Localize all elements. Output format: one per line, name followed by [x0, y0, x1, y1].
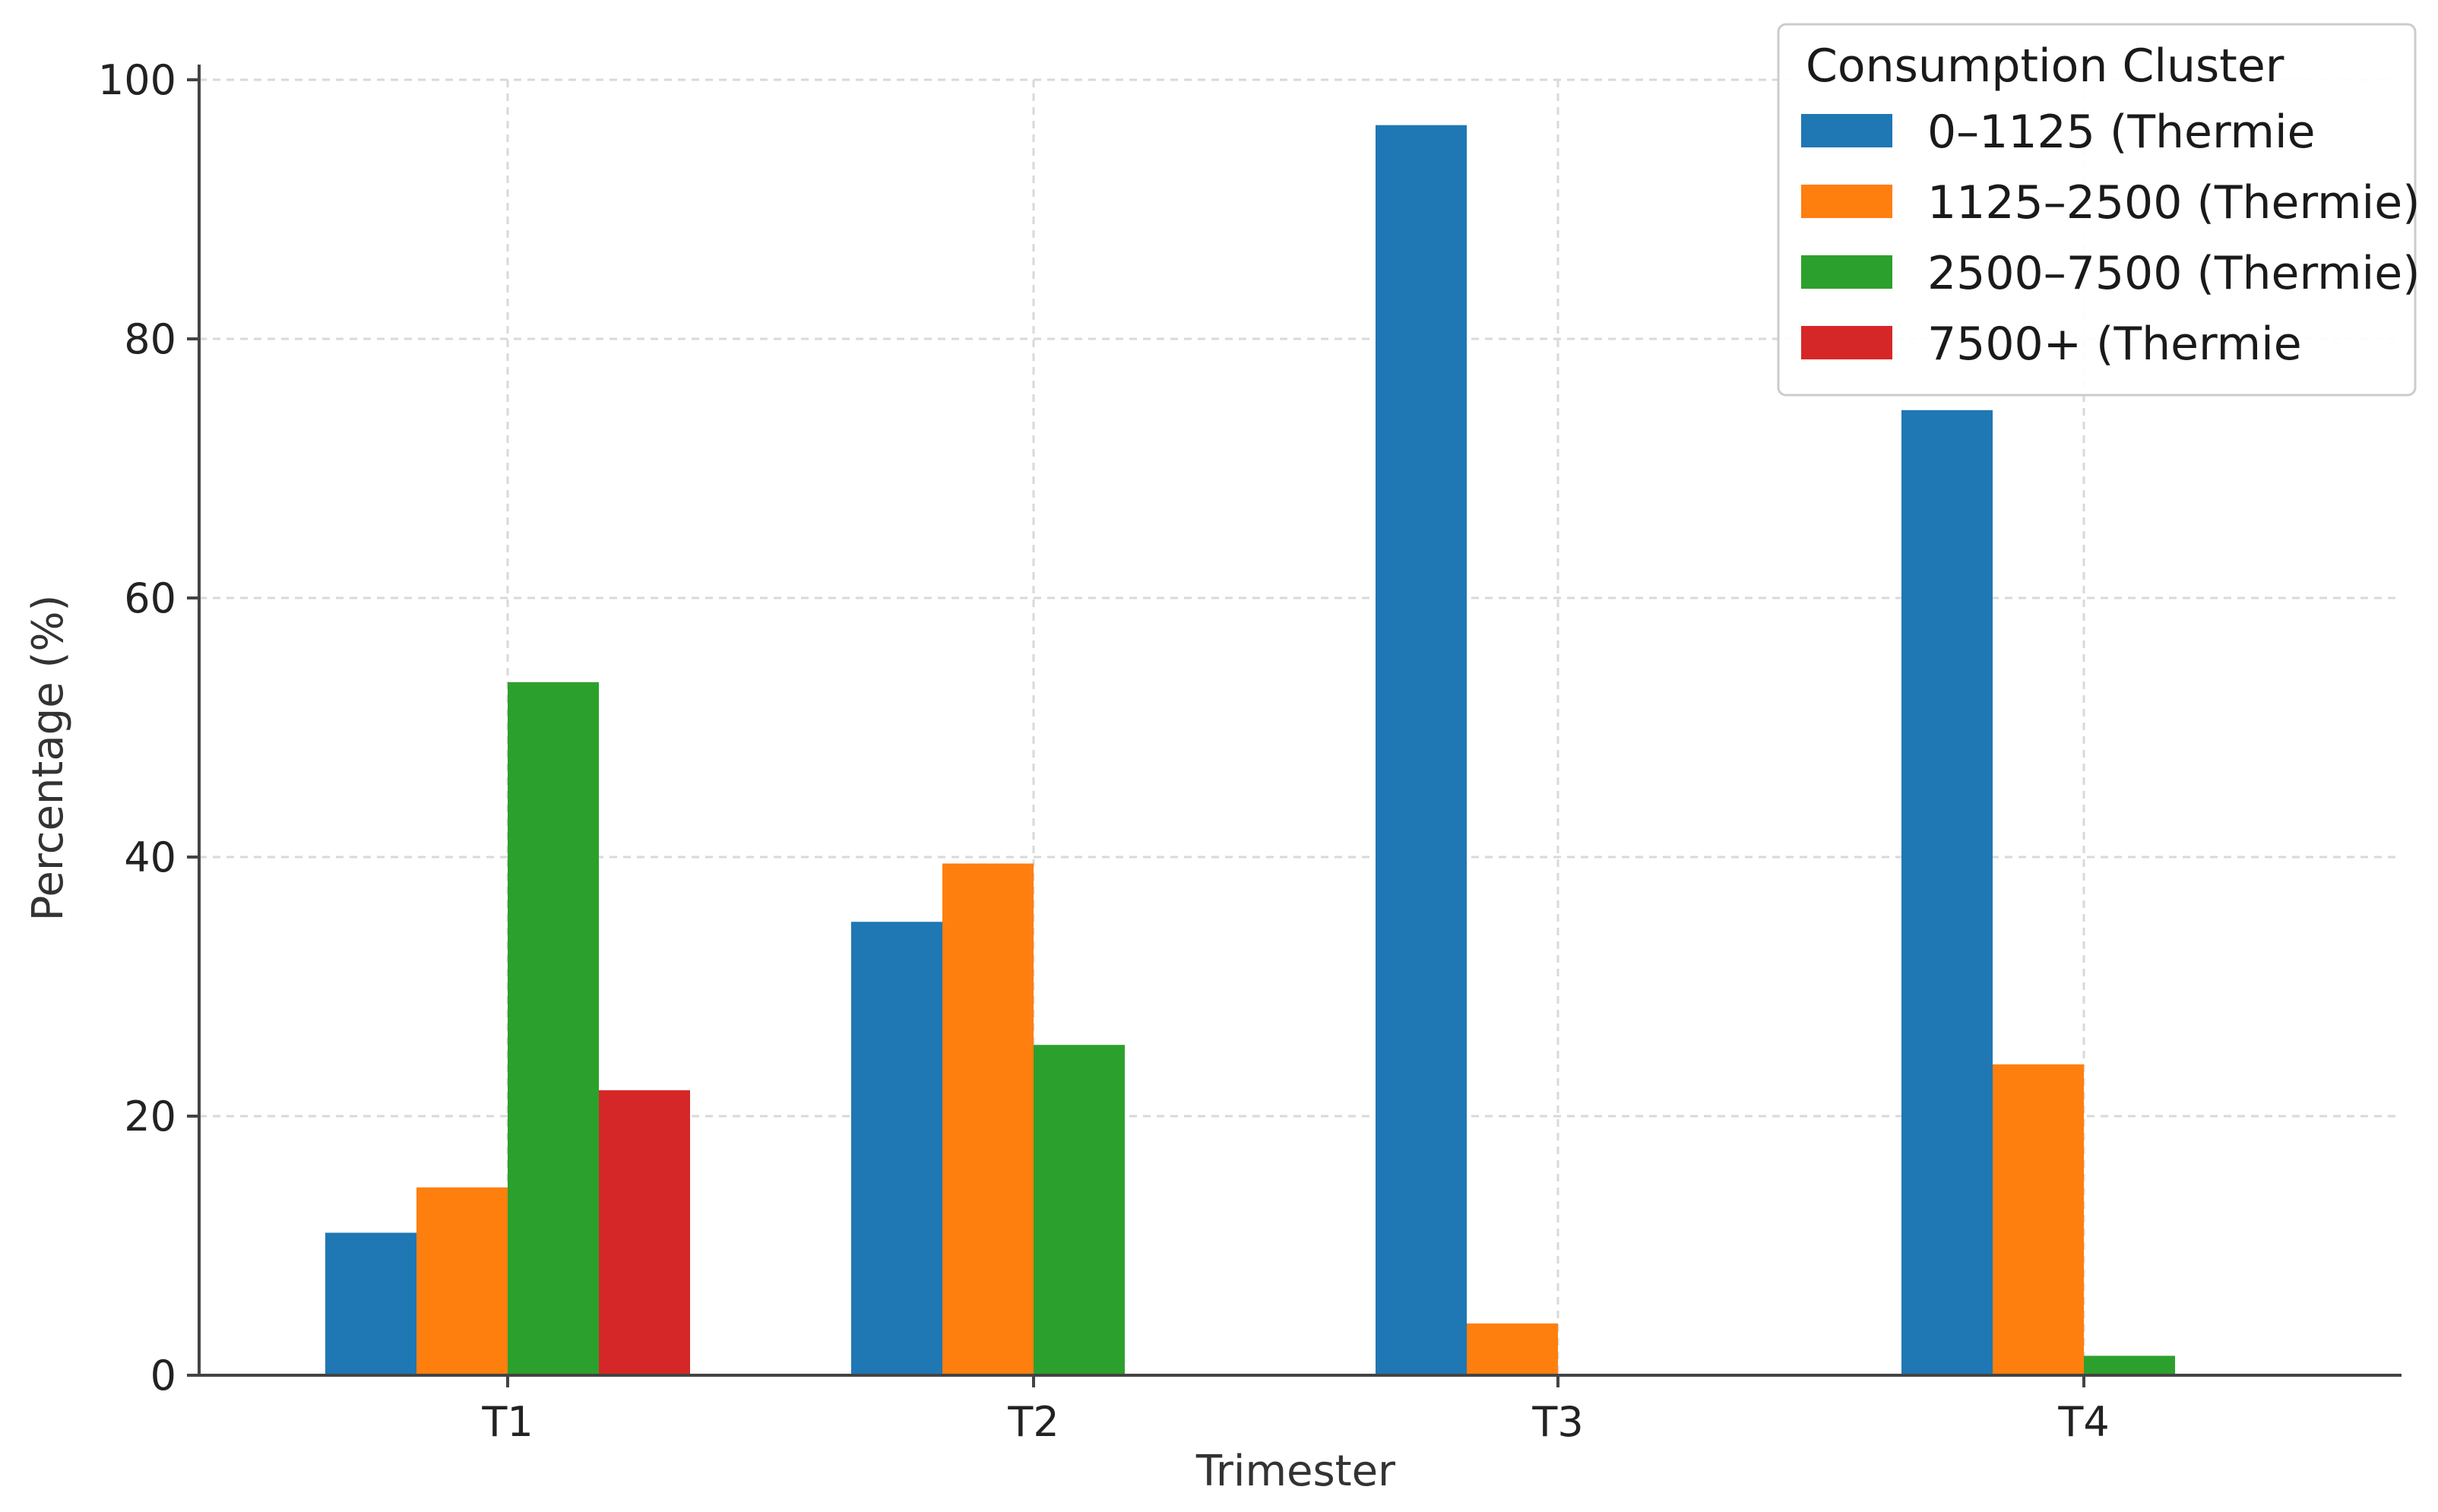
legend-label: 7500+ (Thermie: [1927, 318, 2302, 371]
bar: [508, 682, 599, 1375]
axes: 0 20 40 60 80 100 T1 T2 T3 T4: [98, 56, 2402, 1446]
legend-label: 2500–7500 (Thermie): [1927, 247, 2421, 300]
x-tick-label: T4: [2057, 1398, 2109, 1446]
legend-box: [1777, 23, 2417, 397]
y-tick-label: 80: [124, 315, 176, 363]
bar: [851, 922, 942, 1375]
x-tick-label: T3: [1531, 1398, 1583, 1446]
x-tick-label: T2: [1007, 1398, 1059, 1446]
legend-label: 0–1125 (Thermie: [1927, 106, 2316, 159]
legend-label: 1125–2500 (Thermie): [1927, 176, 2421, 229]
x-tick-label: T1: [481, 1398, 533, 1446]
y-axis-label: Percentage (%): [24, 595, 73, 922]
y-tick-label: 40: [124, 833, 176, 881]
bar: [416, 1187, 508, 1375]
bar: [1376, 125, 1467, 1375]
bar: [2084, 1355, 2175, 1375]
bar: [1901, 410, 1993, 1375]
y-tick-label: 60: [124, 574, 176, 622]
legend-items: 0–1125 (Thermie 1125–2500 (Thermie) 2500–7…: [1801, 106, 2421, 371]
y-tick-label: 0: [150, 1352, 176, 1400]
legend: Consumption Cluster 0–1125 (Thermie 1125–…: [1777, 23, 2421, 397]
bar: [1993, 1064, 2084, 1375]
legend-title: Consumption Cluster: [1806, 40, 2284, 93]
y-tick-label: 20: [124, 1093, 176, 1140]
bar: [1034, 1045, 1125, 1375]
legend-swatch: [1801, 255, 1892, 289]
bar: [942, 863, 1034, 1375]
bar: [599, 1090, 690, 1375]
x-axis-label: Trimester: [1195, 1447, 1396, 1496]
legend-swatch: [1801, 185, 1892, 218]
legend-swatch: [1801, 326, 1892, 359]
bar: [1467, 1323, 1558, 1375]
y-tick-label: 100: [98, 56, 176, 104]
legend-swatch: [1801, 114, 1892, 147]
bar: [325, 1232, 416, 1375]
bars: [325, 125, 2175, 1375]
